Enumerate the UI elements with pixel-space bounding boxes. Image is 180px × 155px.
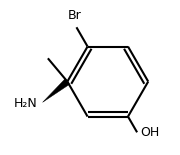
Text: Br: Br bbox=[68, 9, 82, 22]
Text: OH: OH bbox=[140, 126, 160, 139]
Polygon shape bbox=[43, 79, 70, 102]
Text: H₂N: H₂N bbox=[14, 97, 38, 111]
